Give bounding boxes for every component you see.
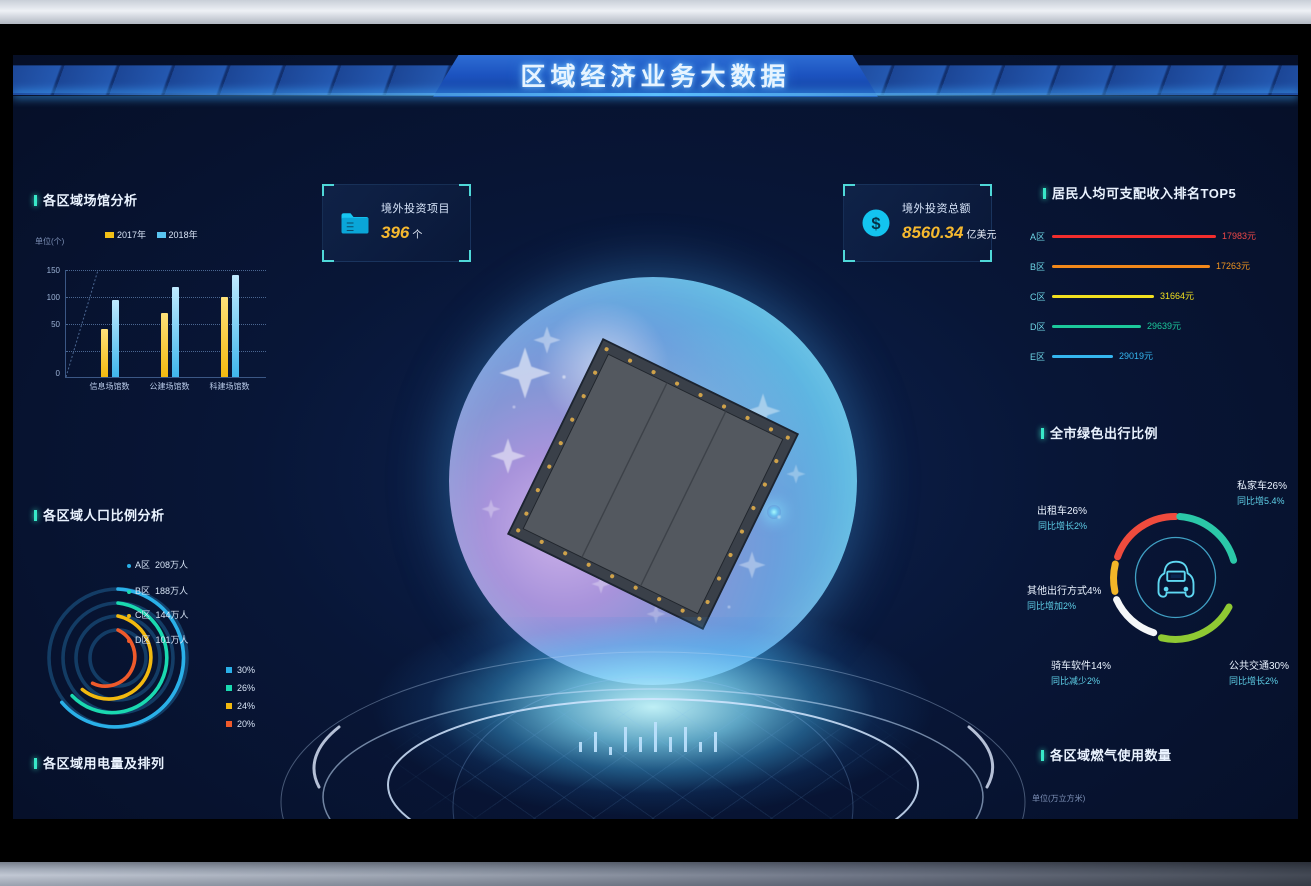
svg-text:$: $ — [871, 215, 880, 233]
